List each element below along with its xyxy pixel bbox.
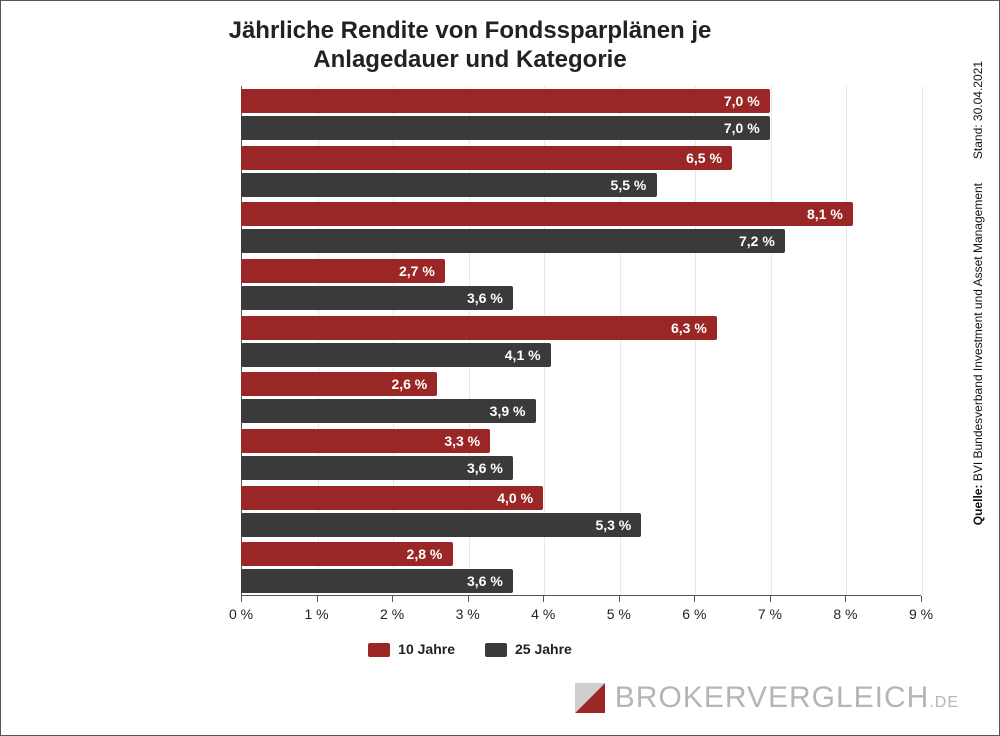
bar-value-label: 5,5 % bbox=[611, 177, 647, 193]
x-tick-label: 6 % bbox=[682, 606, 706, 622]
stand-value: 30.04.2021 bbox=[971, 61, 985, 121]
x-tick-label: 2 % bbox=[380, 606, 404, 622]
bar-value-label: 3,3 % bbox=[444, 433, 480, 449]
legend-item: 10 Jahre bbox=[368, 641, 455, 657]
bar bbox=[241, 146, 732, 170]
bar-value-label: 6,5 % bbox=[686, 150, 722, 166]
x-tick-label: 0 % bbox=[229, 606, 253, 622]
x-tick-label: 5 % bbox=[607, 606, 631, 622]
bar bbox=[241, 173, 657, 197]
bar-value-label: 5,3 % bbox=[595, 517, 631, 533]
bar-value-label: 7,0 % bbox=[724, 93, 760, 109]
brand-main: BROKERVERGLEICH bbox=[615, 681, 930, 714]
grid-line bbox=[846, 86, 847, 595]
bar-value-label: 3,6 % bbox=[467, 460, 503, 476]
x-tick bbox=[392, 596, 393, 602]
legend-label: 10 Jahre bbox=[398, 641, 455, 657]
bar-value-label: 7,0 % bbox=[724, 120, 760, 136]
bar-value-label: 8,1 % bbox=[807, 206, 843, 222]
bar-value-label: 7,2 % bbox=[739, 233, 775, 249]
x-tick bbox=[845, 596, 846, 602]
stand-label: Stand: bbox=[971, 124, 985, 159]
bar-value-label: 4,1 % bbox=[505, 347, 541, 363]
bar bbox=[241, 202, 853, 226]
bar bbox=[241, 116, 770, 140]
brand-logo: BROKERVERGLEICH.DE bbox=[575, 681, 959, 715]
legend-swatch bbox=[368, 643, 390, 657]
legend-swatch bbox=[485, 643, 507, 657]
bar-value-label: 2,6 % bbox=[391, 376, 427, 392]
bar bbox=[241, 513, 641, 537]
bar-value-label: 3,6 % bbox=[467, 290, 503, 306]
x-tick bbox=[468, 596, 469, 602]
x-tick bbox=[619, 596, 620, 602]
x-tick bbox=[241, 596, 242, 602]
source-value: BVI Bundesverband Investment und Asset M… bbox=[971, 183, 985, 481]
source-note: Quelle: BVI Bundesverband Investment und… bbox=[971, 183, 985, 525]
x-tick bbox=[317, 596, 318, 602]
chart-title: Jährliche Rendite von Fondssparplänen je… bbox=[1, 17, 939, 75]
bar bbox=[241, 229, 785, 253]
brand-text: BROKERVERGLEICH.DE bbox=[615, 681, 959, 715]
bar-value-label: 2,8 % bbox=[407, 546, 443, 562]
x-tick-label: 9 % bbox=[909, 606, 933, 622]
brand-suffix: .DE bbox=[929, 694, 959, 711]
x-tick-label: 7 % bbox=[758, 606, 782, 622]
x-tick bbox=[770, 596, 771, 602]
bar-value-label: 2,7 % bbox=[399, 263, 435, 279]
brand-icon bbox=[575, 683, 605, 713]
source-label: Quelle: bbox=[971, 484, 985, 525]
x-tick bbox=[921, 596, 922, 602]
grid-line bbox=[771, 86, 772, 595]
bar-value-label: 3,6 % bbox=[467, 573, 503, 589]
chart-page: Jährliche Rendite von Fondssparplänen je… bbox=[0, 0, 1000, 736]
bar-value-label: 4,0 % bbox=[497, 490, 533, 506]
x-tick bbox=[694, 596, 695, 602]
grid-line bbox=[922, 86, 923, 595]
x-tick-label: 1 % bbox=[304, 606, 328, 622]
x-tick-label: 4 % bbox=[531, 606, 555, 622]
x-tick-label: 3 % bbox=[456, 606, 480, 622]
bar-value-label: 3,9 % bbox=[490, 403, 526, 419]
x-tick bbox=[543, 596, 544, 602]
bar bbox=[241, 89, 770, 113]
bar-value-label: 6,3 % bbox=[671, 320, 707, 336]
legend-label: 25 Jahre bbox=[515, 641, 572, 657]
x-tick-label: 8 % bbox=[833, 606, 857, 622]
legend: 10 Jahre 25 Jahre bbox=[1, 641, 939, 657]
legend-item: 25 Jahre bbox=[485, 641, 572, 657]
stand-note: Stand: 30.04.2021 bbox=[971, 61, 985, 159]
bar bbox=[241, 316, 717, 340]
